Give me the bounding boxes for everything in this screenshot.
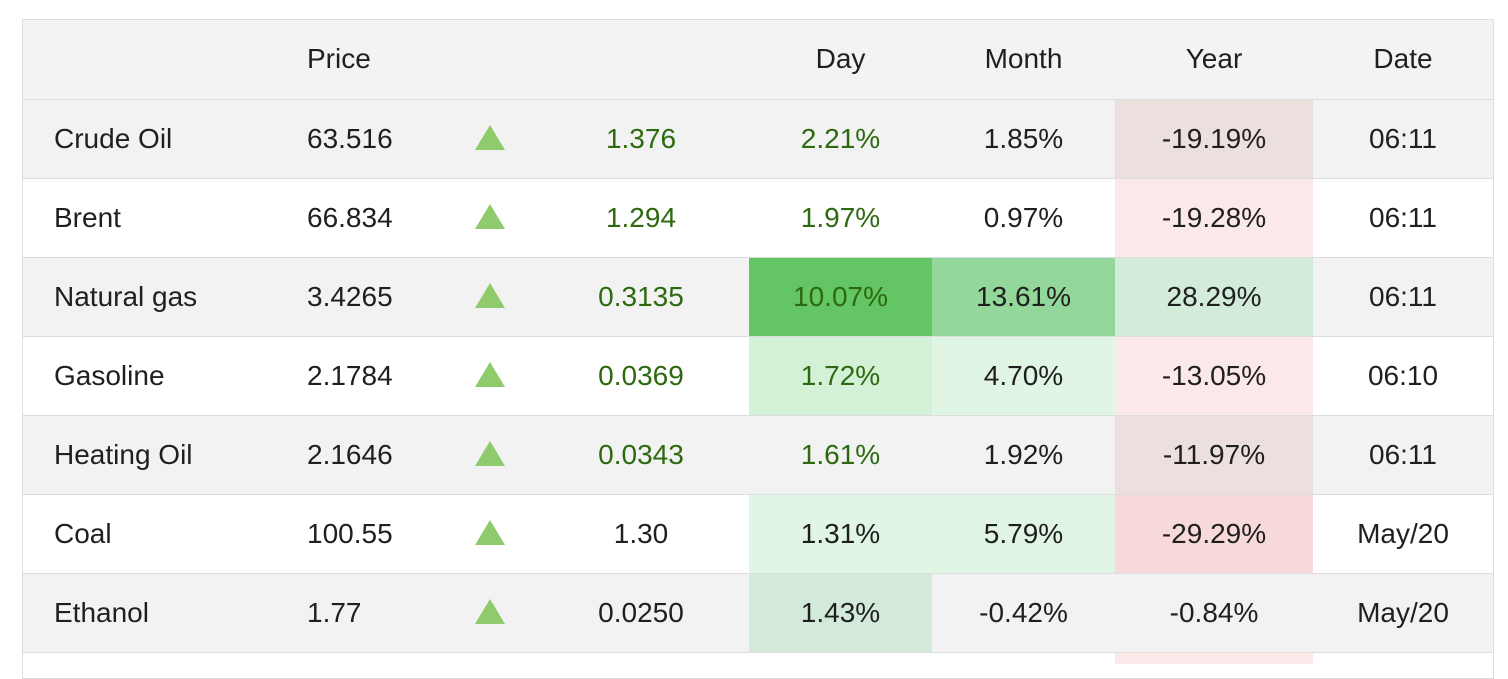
partial-cell xyxy=(533,651,749,664)
up-triangle-icon xyxy=(474,440,505,466)
header-day[interactable]: Day xyxy=(749,20,932,100)
arrow-cell xyxy=(446,493,533,573)
commodity-name-link[interactable]: Crude Oil xyxy=(23,98,285,178)
date-cell: May/20 xyxy=(1313,572,1493,652)
year-cell: -0.84% xyxy=(1115,572,1313,652)
table-row[interactable]: Natural gas 3.4265 0.3135 10.07% 13.61% … xyxy=(23,256,1493,336)
date-cell: 06:11 xyxy=(1313,256,1493,336)
price-cell: 100.55 xyxy=(285,493,446,573)
day-cell: 1.97% xyxy=(749,177,932,257)
year-cell: -29.29% xyxy=(1115,493,1313,573)
partial-cell xyxy=(1313,651,1493,664)
date-cell: 06:11 xyxy=(1313,414,1493,494)
partial-cell xyxy=(23,651,285,664)
partial-cell xyxy=(932,651,1115,664)
header-price[interactable]: Price xyxy=(285,20,446,100)
change-cell: 0.0369 xyxy=(533,335,749,415)
date-cell: 06:11 xyxy=(1313,177,1493,257)
commodity-name-link[interactable]: Brent xyxy=(23,177,285,257)
day-cell: 1.31% xyxy=(749,493,932,573)
table-row[interactable]: Gasoline 2.1784 0.0369 1.72% 4.70% -13.0… xyxy=(23,335,1493,415)
month-cell: 0.97% xyxy=(932,177,1115,257)
year-cell: -19.28% xyxy=(1115,177,1313,257)
header-name xyxy=(23,20,285,100)
table-row[interactable]: Crude Oil 63.516 1.376 2.21% 1.85% -19.1… xyxy=(23,98,1493,178)
price-cell: 1.77 xyxy=(285,572,446,652)
arrow-cell xyxy=(446,414,533,494)
partial-cell xyxy=(285,651,446,664)
up-triangle-icon xyxy=(474,361,505,387)
commodity-name-link[interactable]: Natural gas xyxy=(23,256,285,336)
commodity-name-link[interactable]: Heating Oil xyxy=(23,414,285,494)
price-cell: 2.1784 xyxy=(285,335,446,415)
price-cell: 63.516 xyxy=(285,98,446,178)
commodity-name-link[interactable]: Ethanol xyxy=(23,572,285,652)
price-cell: 2.1646 xyxy=(285,414,446,494)
arrow-cell xyxy=(446,335,533,415)
up-triangle-icon xyxy=(474,124,505,150)
change-cell: 0.3135 xyxy=(533,256,749,336)
year-cell: -11.97% xyxy=(1115,414,1313,494)
header-arrow xyxy=(446,20,533,100)
commodities-table: Price Day Month Year Date Crude Oil 63.5… xyxy=(23,20,1493,664)
change-cell: 1.30 xyxy=(533,493,749,573)
arrow-cell xyxy=(446,98,533,178)
date-cell: 06:11 xyxy=(1313,98,1493,178)
month-cell: 13.61% xyxy=(932,256,1115,336)
day-cell: 1.43% xyxy=(749,572,932,652)
header-year[interactable]: Year xyxy=(1115,20,1313,100)
month-cell: -0.42% xyxy=(932,572,1115,652)
day-cell: 2.21% xyxy=(749,98,932,178)
commodity-name-link[interactable]: Coal xyxy=(23,493,285,573)
commodity-name-link[interactable]: Gasoline xyxy=(23,335,285,415)
month-cell: 4.70% xyxy=(932,335,1115,415)
year-cell: -13.05% xyxy=(1115,335,1313,415)
header-month[interactable]: Month xyxy=(932,20,1115,100)
month-cell: 1.85% xyxy=(932,98,1115,178)
day-cell: 1.61% xyxy=(749,414,932,494)
partial-cell xyxy=(1115,651,1313,664)
partial-cell xyxy=(446,651,533,664)
header-change xyxy=(533,20,749,100)
month-cell: 1.92% xyxy=(932,414,1115,494)
table-row[interactable]: Coal 100.55 1.30 1.31% 5.79% -29.29% May… xyxy=(23,493,1493,573)
up-triangle-icon xyxy=(474,282,505,308)
date-cell: May/20 xyxy=(1313,493,1493,573)
up-triangle-icon xyxy=(474,203,505,229)
change-cell: 1.376 xyxy=(533,98,749,178)
up-triangle-icon xyxy=(474,519,505,545)
year-cell: -19.19% xyxy=(1115,98,1313,178)
change-cell: 0.0250 xyxy=(533,572,749,652)
table-row-partial xyxy=(23,651,1493,664)
up-triangle-icon xyxy=(474,598,505,624)
table-row[interactable]: Ethanol 1.77 0.0250 1.43% -0.42% -0.84% … xyxy=(23,572,1493,652)
date-cell: 06:10 xyxy=(1313,335,1493,415)
price-cell: 66.834 xyxy=(285,177,446,257)
arrow-cell xyxy=(446,572,533,652)
arrow-cell xyxy=(446,256,533,336)
change-cell: 0.0343 xyxy=(533,414,749,494)
year-cell: 28.29% xyxy=(1115,256,1313,336)
price-cell: 3.4265 xyxy=(285,256,446,336)
arrow-cell xyxy=(446,177,533,257)
table-header-row: Price Day Month Year Date xyxy=(23,20,1493,100)
table-row[interactable]: Brent 66.834 1.294 1.97% 0.97% -19.28% 0… xyxy=(23,177,1493,257)
partial-cell xyxy=(749,651,932,664)
commodities-table-container: Price Day Month Year Date Crude Oil 63.5… xyxy=(22,19,1494,679)
change-cell: 1.294 xyxy=(533,177,749,257)
header-date[interactable]: Date xyxy=(1313,20,1493,100)
day-cell: 1.72% xyxy=(749,335,932,415)
month-cell: 5.79% xyxy=(932,493,1115,573)
table-row[interactable]: Heating Oil 2.1646 0.0343 1.61% 1.92% -1… xyxy=(23,414,1493,494)
day-cell: 10.07% xyxy=(749,256,932,336)
